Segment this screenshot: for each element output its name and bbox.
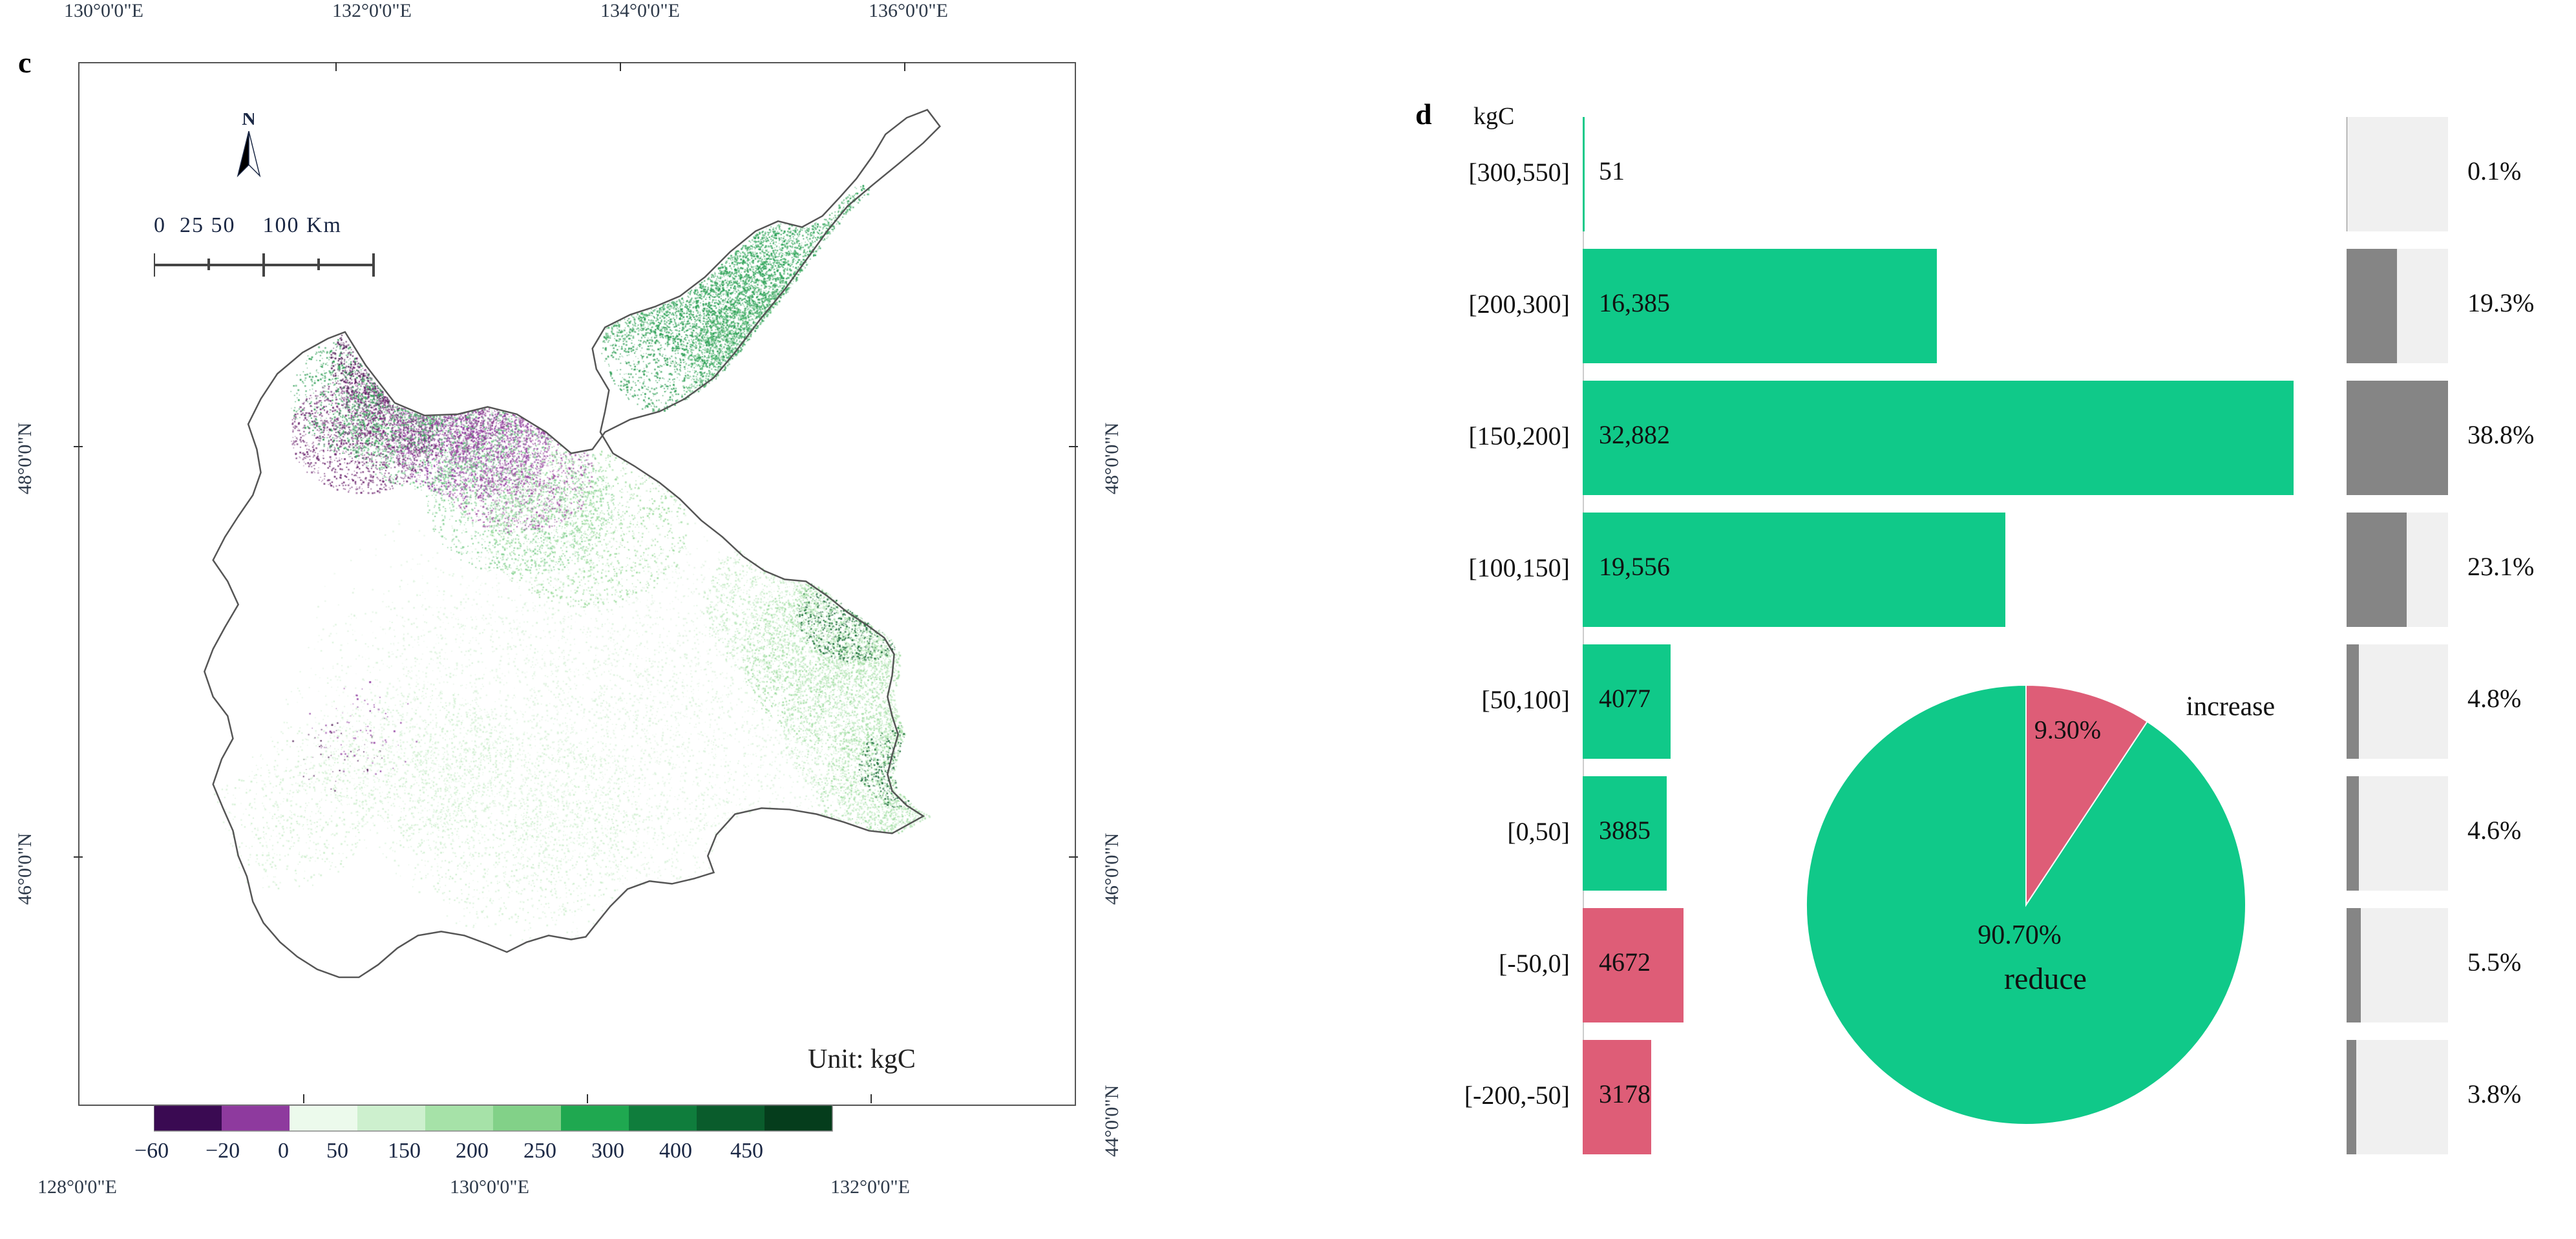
svg-text:reduce: reduce (2004, 962, 2087, 996)
svg-text:90.70%: 90.70% (1978, 920, 2062, 950)
svg-text:9.30%: 9.30% (2034, 715, 2101, 745)
svg-text:increase: increase (2186, 692, 2275, 721)
svg-text:N: N (242, 113, 256, 129)
